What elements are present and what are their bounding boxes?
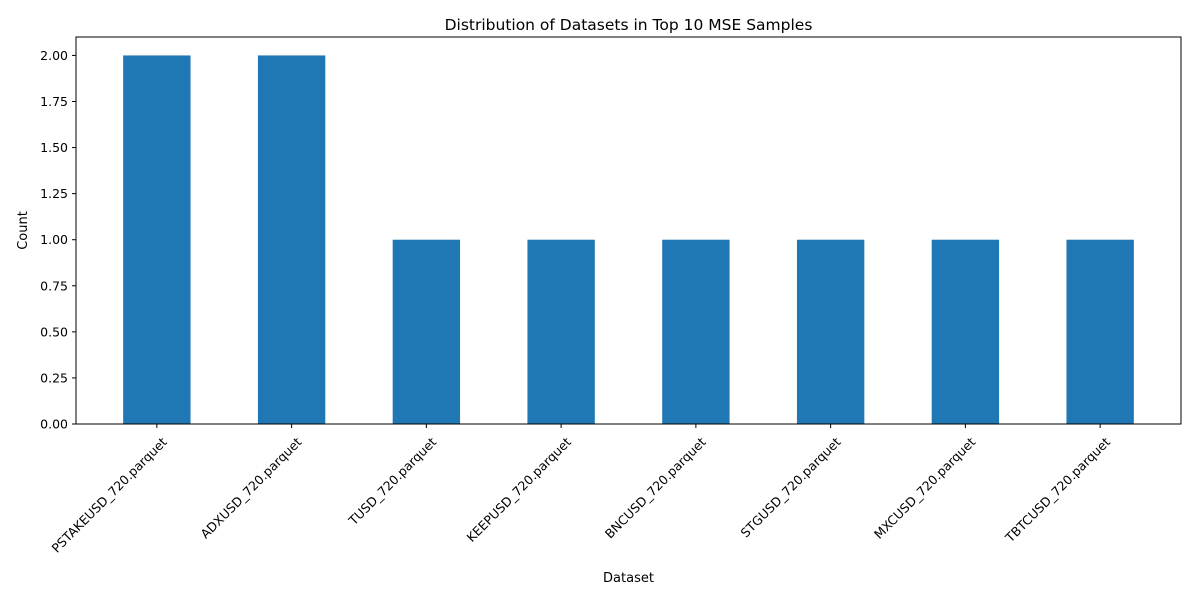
x-axis: PSTAKEUSD_720.parquet ADXUSD_720.parquet T… (48, 424, 1113, 556)
x-tick-label: MXCUSD_720.parquet (871, 434, 978, 541)
x-tick-label: TBTCUSD_720.parquet (1002, 434, 1114, 546)
y-tick-label: 1.00 (40, 232, 68, 247)
y-tick-label: 2.00 (40, 48, 68, 63)
y-axis-label: Count (16, 211, 31, 250)
y-tick-label: 0.75 (40, 278, 68, 293)
x-tick-label: PSTAKEUSD_720.parquet (48, 434, 169, 555)
bar-6 (931, 239, 1000, 424)
y-tick-label: 0.25 (40, 370, 68, 385)
bars-group (123, 55, 1134, 425)
y-tick-label: 1.25 (40, 186, 68, 201)
x-tick-label: TUSD_720.parquet (345, 434, 439, 528)
bar-5 (796, 239, 865, 424)
y-tick-label: 1.75 (40, 94, 68, 109)
x-axis-label: Dataset (603, 571, 654, 586)
bar-7 (1066, 239, 1134, 424)
y-tick-label: 0.50 (40, 324, 68, 339)
bar-3 (527, 239, 595, 424)
plot-frame (75, 36, 1182, 425)
y-tick-label: 1.50 (40, 140, 68, 155)
chart-title: Distribution of Datasets in Top 10 MSE S… (445, 16, 813, 34)
x-tick-label: KEEPUSD_720.parquet (464, 434, 575, 545)
x-tick-label: STGUSD_720.parquet (737, 434, 843, 540)
bar-2 (392, 239, 461, 424)
x-tick-label: BNCUSD_720.parquet (602, 434, 709, 541)
bar-4 (662, 239, 730, 424)
bar-1 (257, 55, 326, 425)
x-tick-label: ADXUSD_720.parquet (197, 434, 304, 541)
y-axis: 0.00 0.25 0.50 0.75 1.00 1.25 1.50 1.75 2.00 (40, 48, 76, 432)
bar-0 (123, 55, 191, 425)
y-tick-label: 0.00 (40, 417, 68, 432)
